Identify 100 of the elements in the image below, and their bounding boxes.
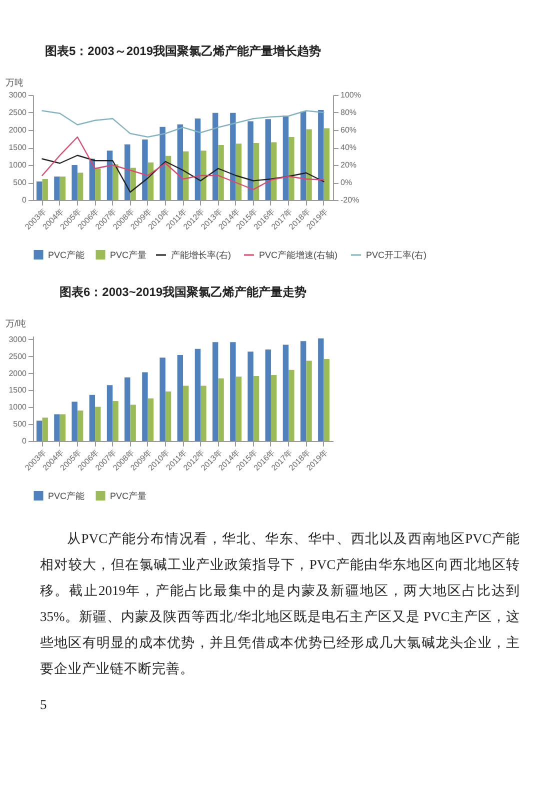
bar xyxy=(300,111,306,200)
y-tick-label: 500 xyxy=(13,178,28,187)
y-tick-label: 1500 xyxy=(8,386,28,395)
bar xyxy=(324,128,330,200)
bar xyxy=(36,181,42,200)
bar xyxy=(54,176,60,200)
bar xyxy=(253,376,260,441)
y2-tick-label: 60% xyxy=(340,126,357,134)
bar xyxy=(194,118,201,200)
bar xyxy=(306,360,312,441)
bar xyxy=(318,338,324,441)
y-tick-label: 1000 xyxy=(8,160,28,170)
bar xyxy=(112,164,118,200)
y2-tick-label: 40% xyxy=(340,143,357,152)
bar xyxy=(54,414,60,441)
bar xyxy=(218,378,224,441)
bar xyxy=(142,372,148,441)
y-tick-label: 500 xyxy=(13,420,28,429)
y2-tick-label: 100% xyxy=(340,90,361,100)
y-tick-label: 2500 xyxy=(8,108,28,117)
bar xyxy=(248,352,254,441)
bar xyxy=(282,344,289,441)
bar xyxy=(230,342,236,441)
bar xyxy=(324,359,330,441)
bar xyxy=(130,168,136,200)
y-tick-label: 0 xyxy=(22,196,28,204)
legend-label: PVC产量 xyxy=(110,250,147,260)
y2-tick-label: 80% xyxy=(340,108,357,117)
bar xyxy=(194,348,201,441)
line-series xyxy=(42,110,324,138)
bar xyxy=(60,176,66,200)
bar xyxy=(142,139,148,200)
bar xyxy=(77,410,84,441)
y-tick-label: 2500 xyxy=(8,352,28,361)
chart-title: 图表6：2003~2019我国聚氯乙烯产能产量走势 xyxy=(59,285,307,299)
bar xyxy=(42,418,48,441)
bar xyxy=(130,404,136,441)
bar xyxy=(148,398,154,441)
text: 从PVC产能分布情况看，华北、华东、华中、西北以及西南地区PVC产能相对较大，但在氯碱工业产业政策指导下，PVC产能由华东地区向西北地区转移。截止2019年，产能占比最集中的是内蒙及新疆地区，两大地区占比达到35%。新疆、内蒙及陕西等西北/华北地区既是电石主产区又是 PVC主产区，这些地区有明显的成本优势，并且凭借成本优势已经形成几大氯碱龙头企业，主要企业产业链不断完善。 xyxy=(40,530,520,678)
bar xyxy=(236,144,242,200)
bar xyxy=(160,358,166,441)
bar xyxy=(42,179,48,200)
bar xyxy=(212,342,218,441)
bar xyxy=(165,392,172,441)
chart-title: 图表5：2003～2019我国聚氯乙烯产能产量增长趋势 xyxy=(44,44,322,58)
bar xyxy=(72,402,78,441)
bar xyxy=(60,414,66,441)
bar xyxy=(212,112,218,200)
bar xyxy=(300,341,306,441)
legend-label: 产能增长率(右) xyxy=(171,250,231,260)
legend-label: PVC产能 xyxy=(48,490,85,501)
y-axis-title: 万/吨 xyxy=(6,318,26,328)
bar xyxy=(72,165,78,200)
bar xyxy=(160,126,166,200)
y-tick-label: 2000 xyxy=(8,126,28,134)
bar xyxy=(306,129,312,200)
bar xyxy=(248,121,254,200)
legend-label: PVC产能增速(右轴) xyxy=(259,250,338,260)
legend-label: PVC产量 xyxy=(110,490,147,501)
bar xyxy=(106,385,113,441)
bar xyxy=(288,137,294,200)
bar xyxy=(124,377,130,441)
y-axis-title: 万吨 xyxy=(6,78,24,88)
bar xyxy=(95,406,101,441)
bar xyxy=(106,150,113,200)
bar xyxy=(230,112,236,200)
bar xyxy=(200,386,206,441)
y-tick-label: 0 xyxy=(22,436,28,446)
bar xyxy=(218,145,224,200)
bar xyxy=(265,350,271,441)
bar xyxy=(282,116,289,200)
y2-tick-label: 0% xyxy=(340,178,352,187)
bar xyxy=(288,370,294,441)
legend-label: PVC产能 xyxy=(48,250,85,260)
bar xyxy=(183,151,189,200)
line-series xyxy=(42,136,324,190)
bar xyxy=(177,354,183,441)
bar xyxy=(124,144,130,200)
bar xyxy=(200,150,206,200)
bar xyxy=(265,119,271,200)
bar xyxy=(270,142,277,200)
legend-label: PVC开工率(右) xyxy=(366,250,426,260)
bar xyxy=(77,172,84,200)
y-tick-label: 1500 xyxy=(8,143,28,152)
bar xyxy=(236,376,242,441)
y-tick-label: 3000 xyxy=(8,334,28,344)
y2-tick-label: -20% xyxy=(340,196,360,204)
bar xyxy=(270,374,277,441)
bar xyxy=(112,401,118,441)
y-tick-label: 2000 xyxy=(8,368,28,378)
text: 5 xyxy=(40,696,48,714)
bar xyxy=(95,168,101,200)
bar xyxy=(36,420,42,441)
line-series xyxy=(42,154,324,193)
bar xyxy=(183,386,189,441)
bar xyxy=(253,142,260,200)
y-tick-label: 1000 xyxy=(8,402,28,412)
bar xyxy=(89,394,96,441)
y-tick-label: 3000 xyxy=(8,90,28,100)
y2-tick-label: 20% xyxy=(340,160,357,170)
